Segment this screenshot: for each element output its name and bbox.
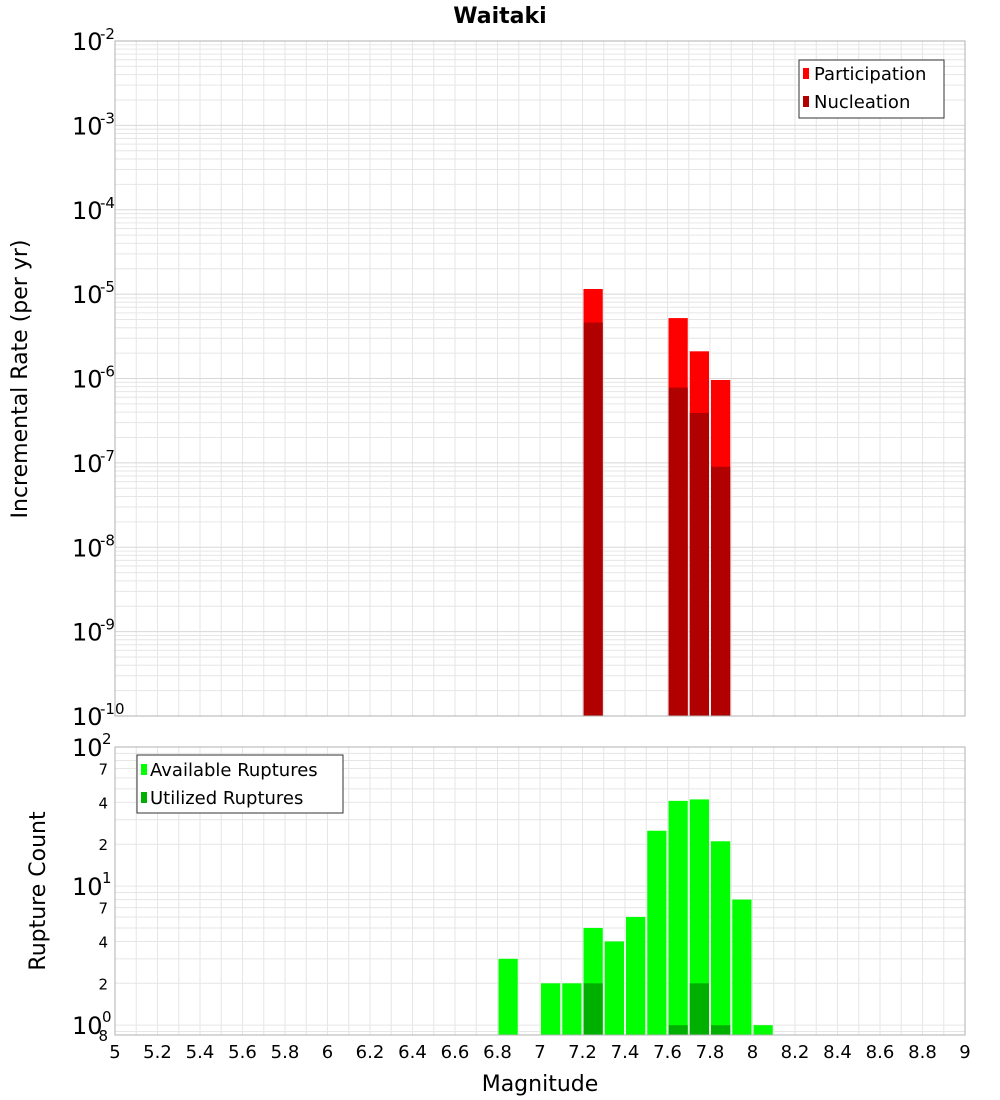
bar-utilized-ruptures bbox=[668, 1025, 688, 1035]
bar-available-ruptures bbox=[668, 800, 688, 1035]
x-tick-label: 7.2 bbox=[568, 1042, 597, 1063]
x-tick-label: 6.4 bbox=[398, 1042, 427, 1063]
x-tick-label: 8.6 bbox=[866, 1042, 895, 1063]
y-tick-exponent: -3 bbox=[100, 109, 115, 127]
y-minor-tick-label: 7 bbox=[98, 900, 108, 918]
bar-utilized-ruptures bbox=[711, 1025, 731, 1035]
y-tick-label: 10 bbox=[72, 112, 103, 140]
top-bars bbox=[583, 289, 731, 716]
legend-swatch-nucleation bbox=[803, 96, 809, 107]
legend-label-participation: Participation bbox=[814, 64, 926, 85]
y-tick-exponent: -6 bbox=[100, 363, 115, 381]
top-legend: Participation Nucleation bbox=[798, 59, 945, 119]
chart-title: Waitaki bbox=[453, 4, 546, 29]
x-tick-label: 8 bbox=[747, 1042, 758, 1063]
y-tick-exponent: -5 bbox=[100, 278, 115, 296]
bottom-legend: Available Ruptures Utilized Ruptures bbox=[136, 754, 344, 814]
y-tick-label: 10 bbox=[72, 619, 103, 647]
bottom-legend-box bbox=[136, 754, 344, 814]
bottom-plot-frame bbox=[114, 746, 966, 1036]
x-tick-label: 6.6 bbox=[441, 1042, 470, 1063]
bottom-bars bbox=[498, 799, 773, 1035]
y-tick-exponent: -2 bbox=[100, 25, 115, 43]
x-tick-label: 7.4 bbox=[611, 1042, 640, 1063]
top-plot-frame bbox=[114, 40, 966, 717]
y-tick-exponent: -8 bbox=[100, 531, 115, 549]
legend-label-available: Available Ruptures bbox=[150, 760, 318, 781]
top-y-axis-label: Incremental Rate (per yr) bbox=[8, 240, 33, 519]
y-tick-label: 10 bbox=[72, 281, 103, 309]
x-ticks: 5 5.2 5.4 5.6 5.8 6 6.2 6.4 6.6 6.8 7 7.2 7.4 7.6 7.8 8… bbox=[109, 1042, 970, 1063]
top-grid bbox=[114, 41, 966, 717]
y-tick-exponent: -10 bbox=[100, 700, 125, 718]
legend-label-nucleation: Nucleation bbox=[814, 92, 910, 113]
x-tick-label: 7.6 bbox=[653, 1042, 682, 1063]
x-tick-label: 7 bbox=[534, 1042, 545, 1063]
bar-available-ruptures bbox=[541, 983, 561, 1035]
x-tick-label: 5 bbox=[109, 1042, 120, 1063]
bar-nucleation bbox=[583, 322, 603, 716]
x-tick-label: 6.2 bbox=[356, 1042, 385, 1063]
x-tick-label: 8.2 bbox=[781, 1042, 810, 1063]
x-tick-label: 5.6 bbox=[228, 1042, 257, 1063]
y-tick-label: 10 bbox=[72, 1012, 103, 1040]
y-minor-tick-label: 2 bbox=[98, 975, 108, 993]
top-legend-box bbox=[798, 59, 945, 119]
top-y-ticks: 10-210-310-410-510-610-710-810-910-10 bbox=[72, 25, 125, 731]
bottom-y-axis-label: Rupture Count bbox=[26, 811, 51, 971]
bar-available-ruptures bbox=[711, 841, 731, 1035]
x-tick-label: 9 bbox=[959, 1042, 970, 1063]
legend-label-utilized: Utilized Ruptures bbox=[150, 788, 303, 809]
y-tick-label: 10 bbox=[72, 28, 103, 56]
bar-available-ruptures bbox=[562, 983, 582, 1035]
y-tick-exponent: -9 bbox=[100, 616, 115, 634]
x-axis-label: Magnitude bbox=[482, 1072, 599, 1097]
bar-nucleation bbox=[668, 387, 688, 716]
x-tick-label: 6 bbox=[322, 1042, 333, 1063]
y-minor-tick-label: 8 bbox=[98, 1027, 108, 1045]
x-tick-label: 5.2 bbox=[143, 1042, 172, 1063]
y-tick-label: 10 bbox=[72, 734, 103, 762]
y-tick-exponent: -7 bbox=[100, 447, 115, 465]
y-minor-tick-label: 4 bbox=[98, 933, 108, 951]
y-minor-tick-label: 2 bbox=[98, 836, 108, 854]
y-tick-exponent: 2 bbox=[102, 730, 112, 748]
y-tick-exponent: 0 bbox=[102, 1008, 112, 1026]
bar-available-ruptures bbox=[626, 916, 646, 1035]
bar-nucleation bbox=[689, 413, 709, 716]
bar-nucleation bbox=[711, 466, 731, 716]
legend-swatch-participation bbox=[803, 68, 809, 79]
x-tick-label: 7.8 bbox=[696, 1042, 725, 1063]
y-tick-label: 10 bbox=[72, 703, 103, 731]
bar-utilized-ruptures bbox=[583, 983, 603, 1035]
bar-available-ruptures bbox=[498, 958, 518, 1035]
legend-swatch-utilized bbox=[141, 792, 147, 803]
bar-available-ruptures bbox=[604, 941, 624, 1035]
y-tick-exponent: -4 bbox=[100, 194, 115, 212]
x-tick-label: 8.8 bbox=[908, 1042, 937, 1063]
y-tick-label: 10 bbox=[72, 366, 103, 394]
x-tick-label: 5.8 bbox=[271, 1042, 300, 1063]
y-minor-tick-label: 4 bbox=[98, 794, 108, 812]
bar-available-ruptures bbox=[753, 1025, 773, 1035]
legend-swatch-available bbox=[141, 764, 147, 775]
y-tick-label: 10 bbox=[72, 873, 103, 901]
bar-available-ruptures bbox=[689, 799, 709, 1035]
x-tick-label: 5.4 bbox=[186, 1042, 215, 1063]
y-tick-label: 10 bbox=[72, 534, 103, 562]
top-panel: 10-210-310-410-510-610-710-810-910-10 In… bbox=[8, 25, 966, 731]
x-tick-label: 6.8 bbox=[483, 1042, 512, 1063]
y-tick-label: 10 bbox=[72, 197, 103, 225]
x-tick-label: 8.4 bbox=[823, 1042, 852, 1063]
y-minor-tick-label: 7 bbox=[98, 761, 108, 779]
y-tick-label: 10 bbox=[72, 450, 103, 478]
bar-available-ruptures bbox=[647, 830, 667, 1035]
bar-available-ruptures bbox=[732, 899, 752, 1035]
bar-utilized-ruptures bbox=[689, 983, 709, 1035]
y-tick-exponent: 1 bbox=[102, 869, 112, 887]
